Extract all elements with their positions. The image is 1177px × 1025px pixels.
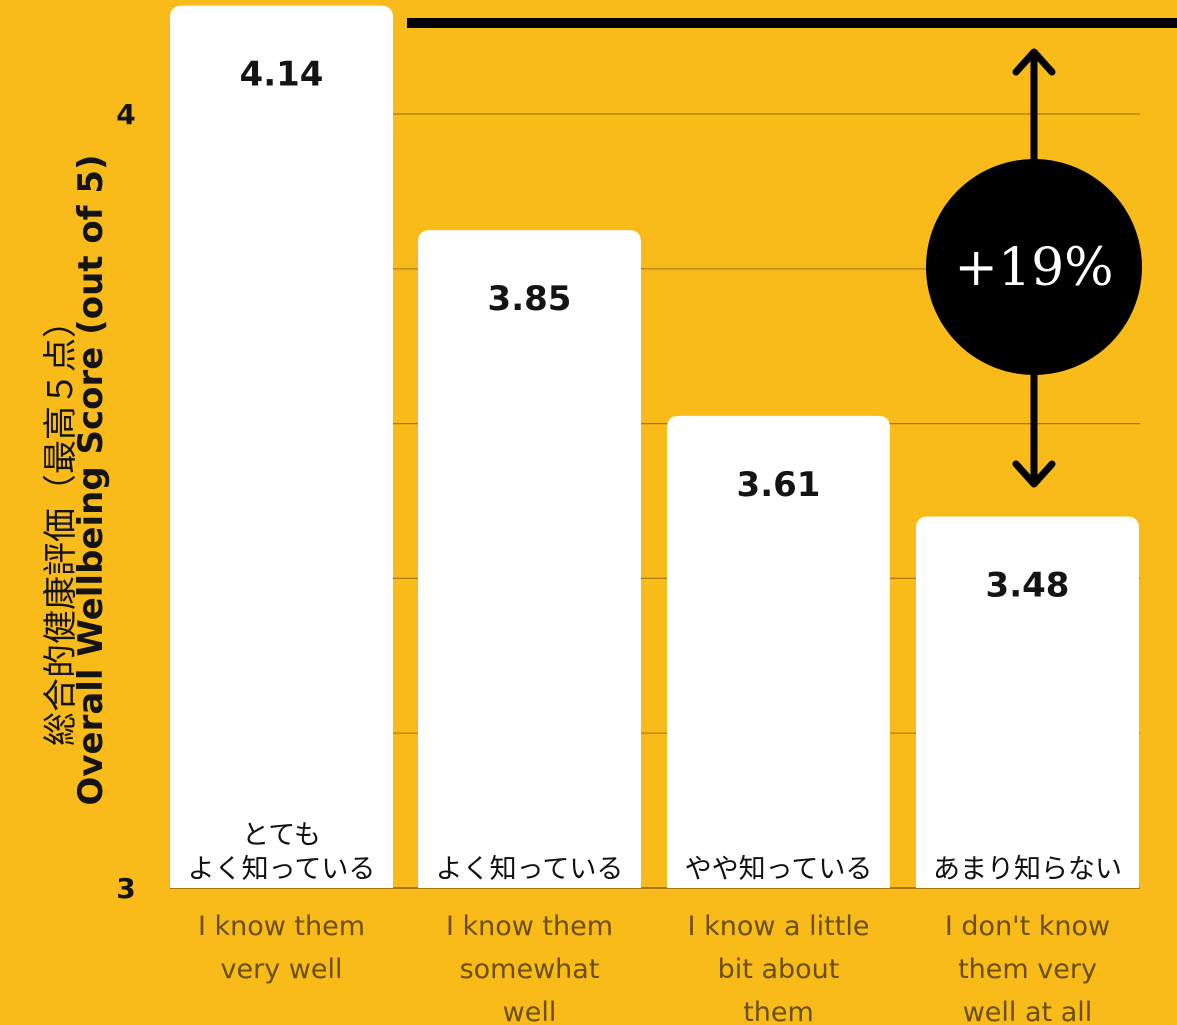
y-axis-title-jp: 総合的健康評価（最高５点） <box>41 304 81 746</box>
category-label-en: them <box>743 997 814 1025</box>
bar-value-label: 3.48 <box>986 565 1070 605</box>
bar <box>916 516 1139 888</box>
category-label-jp: よく知っている <box>188 854 376 885</box>
bar-value-label: 4.14 <box>240 55 324 95</box>
category-label-en: I know them <box>446 911 613 942</box>
category-label-en: I know them <box>198 911 365 942</box>
category-label-en: I know a little <box>688 911 870 942</box>
y-tick-label: 4 <box>116 98 135 131</box>
y-tick-label: 3 <box>116 872 135 905</box>
category-label-jp: あまり知らない <box>933 854 1122 885</box>
bar-value-label: 3.61 <box>737 465 821 505</box>
y-axis-title: 総合的健康評価（最高５点） Overall Wellbeing Score (o… <box>41 154 111 805</box>
bar-value-label: 3.85 <box>488 279 572 319</box>
category-label-en: well <box>503 997 557 1025</box>
bar <box>418 230 641 889</box>
difference-label: +19% <box>954 238 1113 298</box>
y-axis-title-en: Overall Wellbeing Score (out of 5) <box>71 154 111 805</box>
category-label-en: bit about <box>718 954 840 985</box>
bar <box>667 415 890 888</box>
category-label-en: somewhat <box>460 954 600 985</box>
difference-annotation: +19% <box>926 48 1142 488</box>
category-label-en: I don't know <box>945 911 1110 942</box>
arrow-down-icon <box>1012 460 1056 488</box>
category-label-en: well at all <box>963 997 1093 1025</box>
category-label-jp: よく知っている <box>436 854 624 885</box>
bar <box>170 5 393 888</box>
difference-badge <box>926 159 1142 375</box>
category-label-en: very well <box>221 954 343 985</box>
category-label-en: them very <box>958 954 1097 985</box>
arrow-up-icon <box>1012 48 1056 76</box>
category-label-jp: とても <box>242 820 321 851</box>
category-label-jp: やや知っている <box>685 854 873 885</box>
